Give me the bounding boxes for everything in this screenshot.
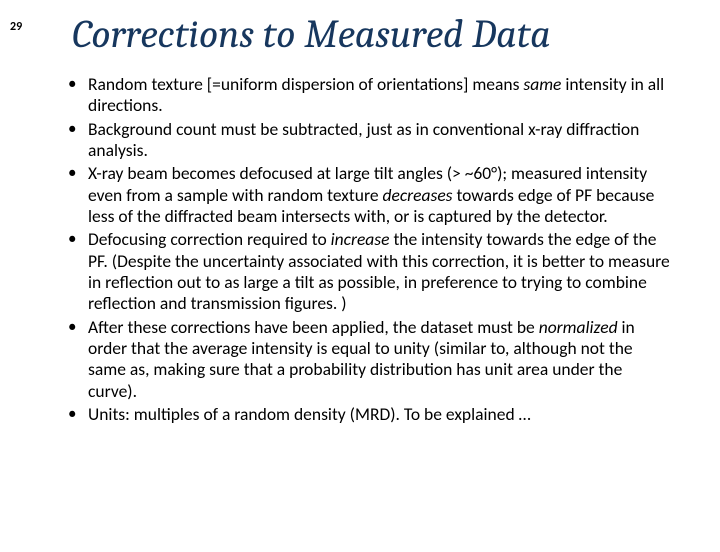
slide-title: Corrections to Measured Data (72, 12, 720, 56)
bullet-item: After these corrections have been applie… (60, 317, 672, 402)
bullet-list: Random texture [=uniform dispersion of o… (60, 74, 672, 426)
text-segment: Units: multiples of a random density (MR… (88, 403, 531, 425)
bullet-item: Units: multiples of a random density (MR… (60, 404, 672, 425)
text-segment: Defocusing correction required to (88, 228, 331, 250)
bullet-item: Background count must be subtracted, jus… (60, 119, 672, 162)
bullet-item: X-ray beam becomes defocused at large ti… (60, 163, 672, 227)
text-segment: normalized (539, 316, 618, 338)
text-segment: decreases (383, 184, 453, 206)
page-number: 29 (10, 20, 22, 34)
text-segment: increase (331, 228, 390, 250)
text-segment: same (523, 73, 561, 95)
text-segment: Random texture [=uniform dispersion of o… (88, 73, 523, 95)
text-segment: Background count must be subtracted, jus… (88, 118, 639, 161)
bullet-item: Random texture [=uniform dispersion of o… (60, 74, 672, 117)
bullet-item: Defocusing correction required to increa… (60, 229, 672, 314)
text-segment: After these corrections have been applie… (88, 316, 539, 338)
